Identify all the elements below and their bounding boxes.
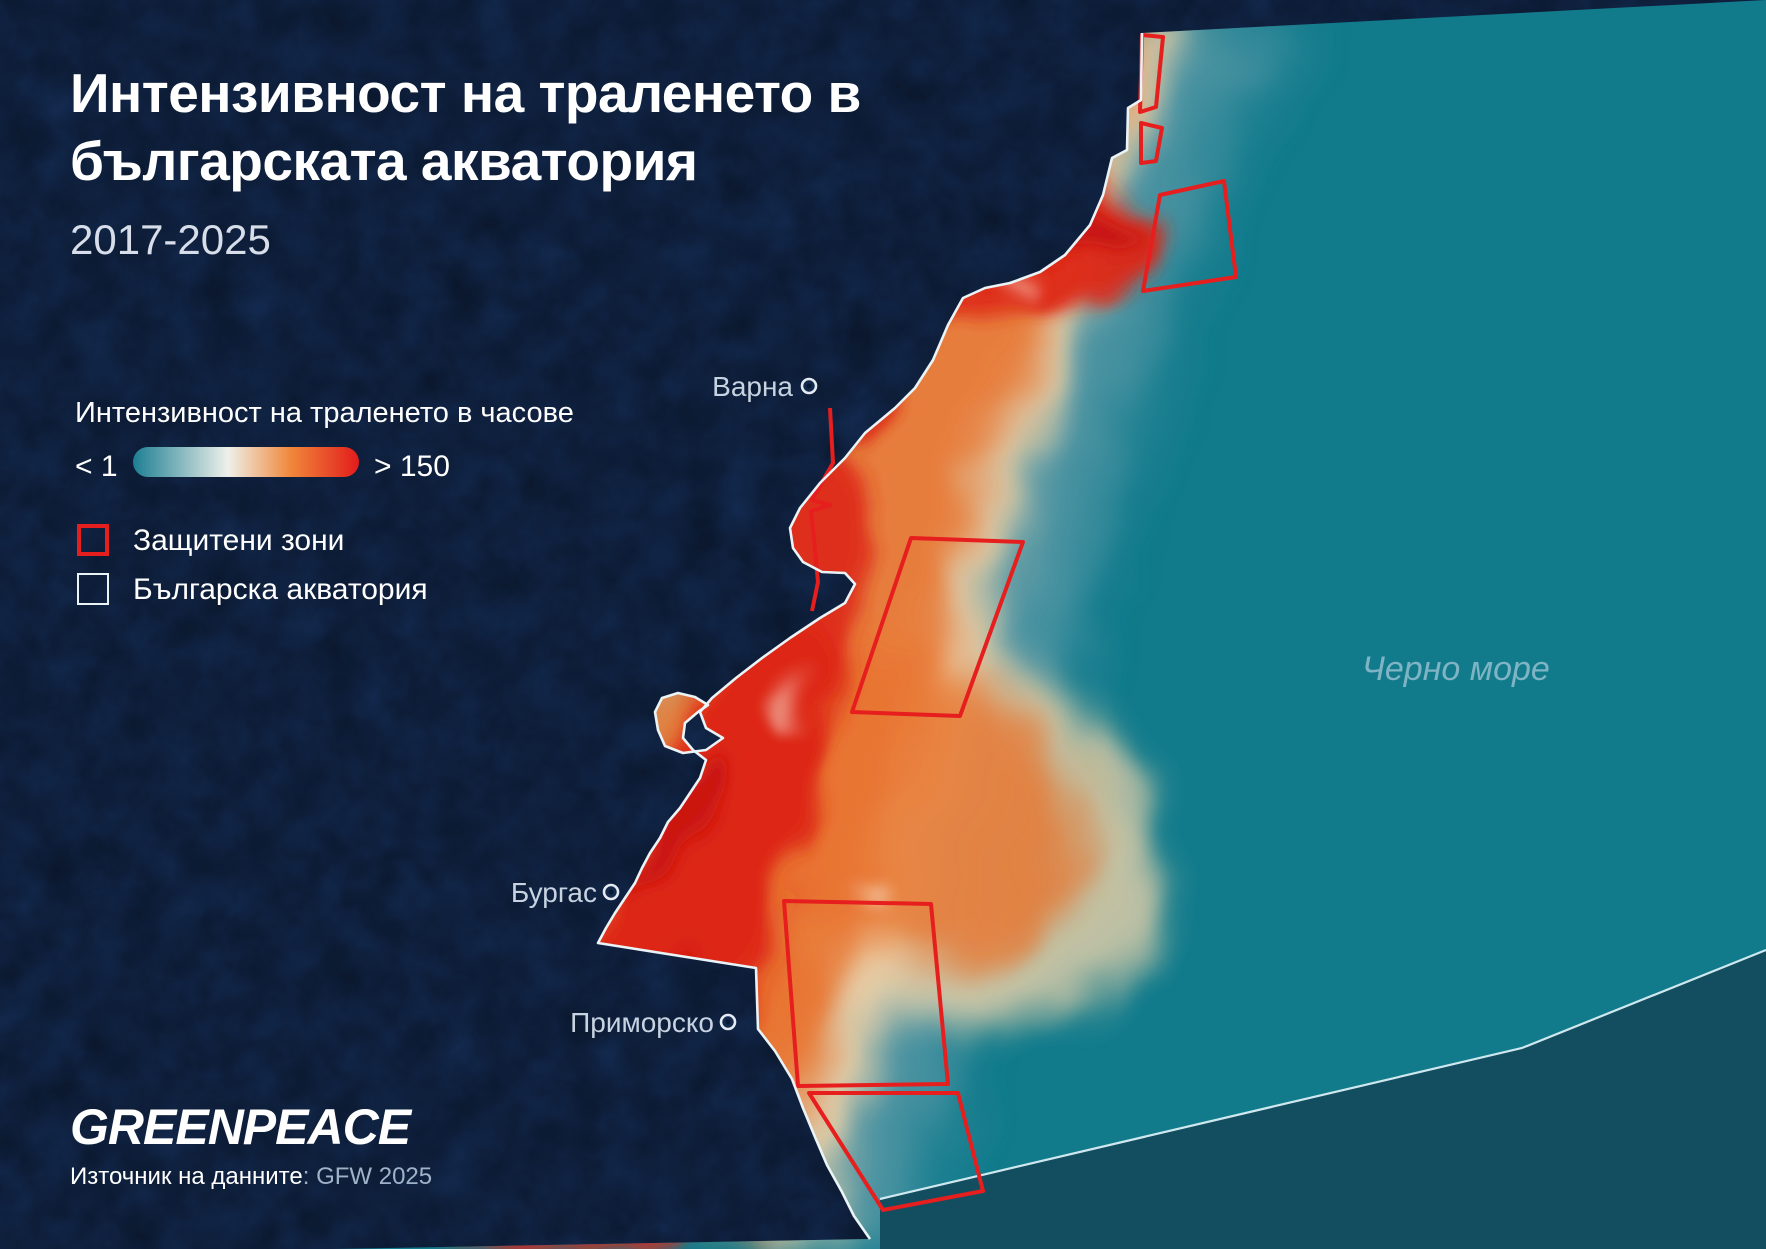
svg-text:Бургас: Бургас bbox=[511, 877, 597, 908]
svg-text:Черно море: Черно море bbox=[1362, 650, 1550, 688]
svg-text:GREENPEACE: GREENPEACE bbox=[70, 1099, 413, 1155]
svg-text:Приморско: Приморско bbox=[570, 1007, 714, 1038]
